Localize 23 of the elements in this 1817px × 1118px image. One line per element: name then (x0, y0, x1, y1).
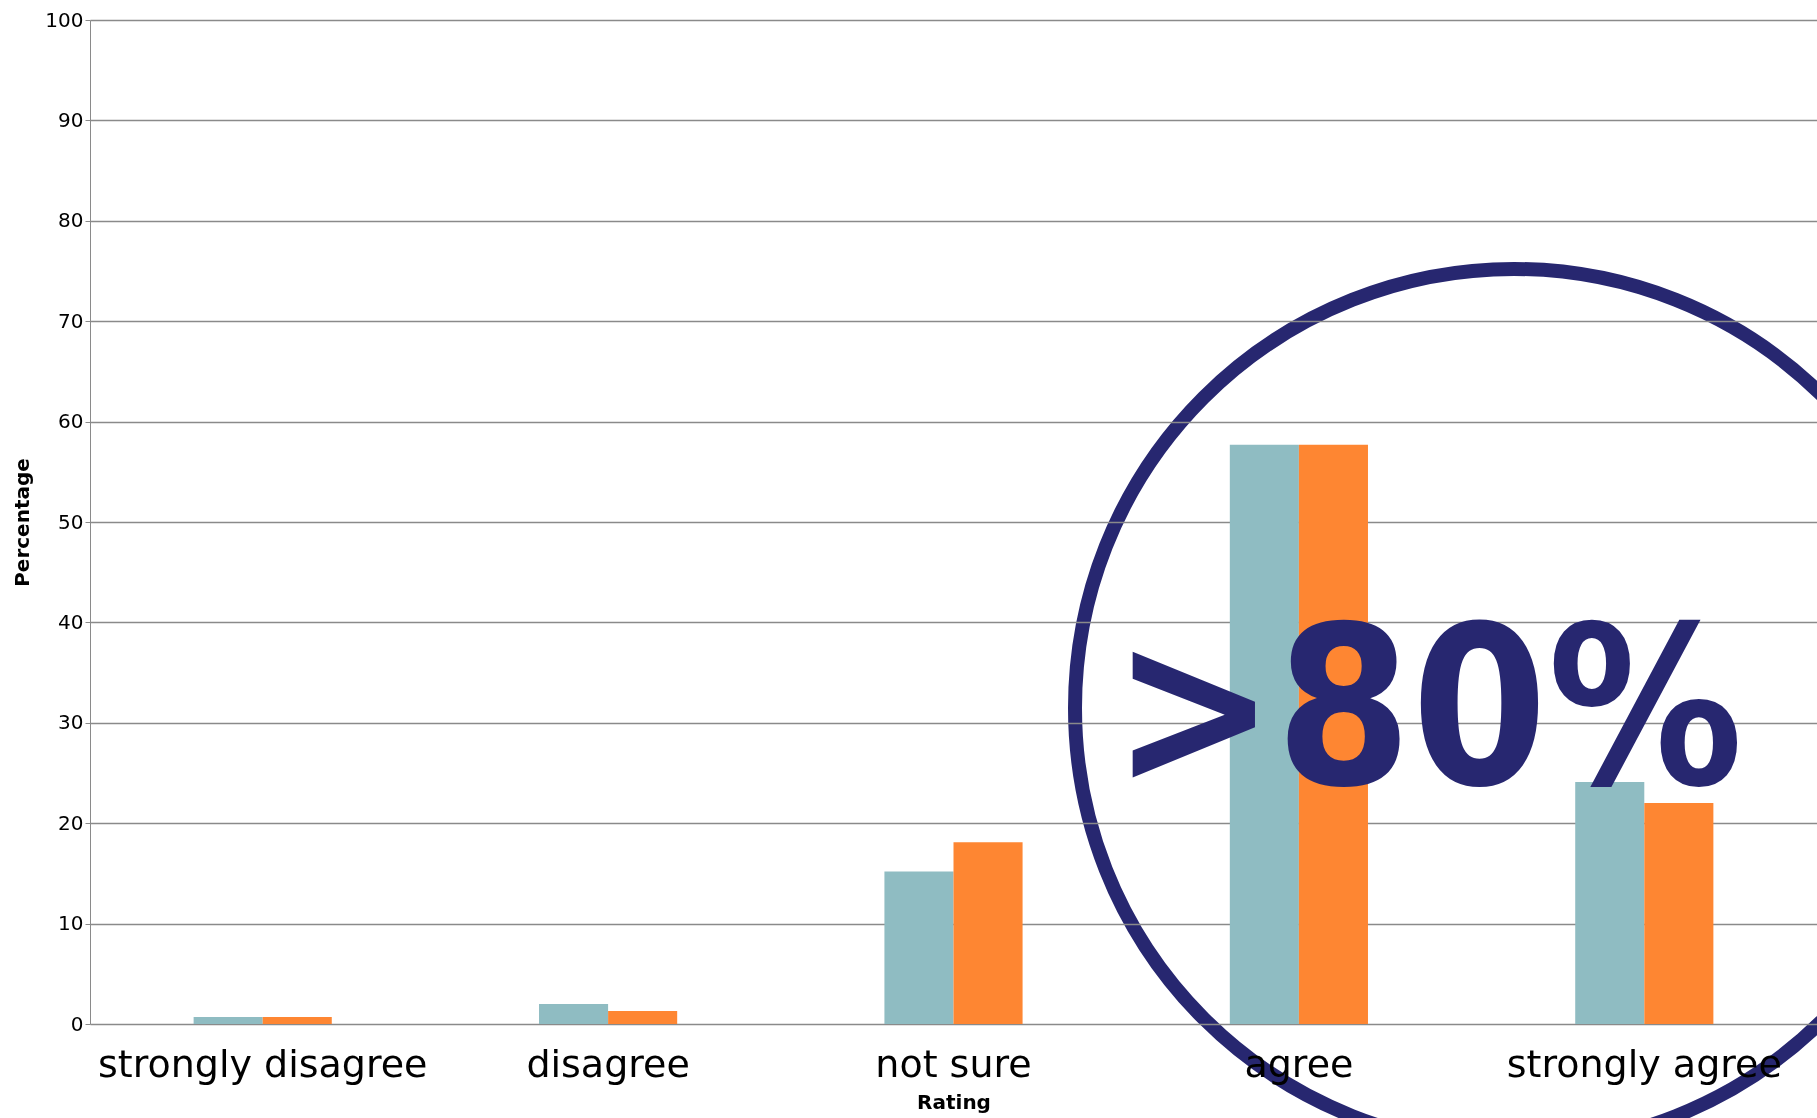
x-tick-label: not sure (875, 1041, 1032, 1086)
y-tick-label: 20 (58, 810, 84, 835)
bar (193, 1016, 263, 1024)
y-axis-title: Percentage (10, 458, 35, 587)
x-tick-label: disagree (526, 1041, 690, 1086)
bar (608, 1010, 678, 1024)
y-tick-label: 0 (70, 1011, 84, 1036)
x-axis-title: Rating (917, 1089, 991, 1114)
y-tick-label: 80 (58, 208, 84, 233)
y-tick-label: 50 (58, 509, 84, 534)
x-tick-label: strongly disagree (97, 1041, 428, 1086)
y-tick-label: 40 (58, 609, 84, 634)
y-tick-label: 60 (58, 409, 84, 434)
y-tick-label: 10 (58, 911, 84, 936)
bar (1644, 803, 1714, 1024)
y-tick-label: 90 (58, 107, 84, 132)
bar (262, 1016, 332, 1024)
y-tick-label: 70 (58, 308, 84, 333)
bar (539, 1003, 609, 1024)
bar (884, 871, 954, 1024)
y-tick-label: 100 (45, 7, 84, 32)
y-tick-label: 30 (58, 710, 84, 735)
bar (953, 842, 1023, 1024)
